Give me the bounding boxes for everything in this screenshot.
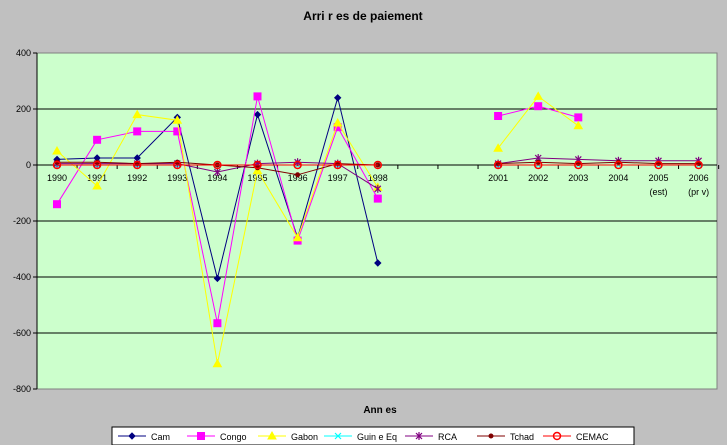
data-point — [132, 160, 142, 170]
legend-label: Gabon — [291, 432, 318, 442]
x-tick-label: 1990 — [47, 173, 67, 183]
data-point — [267, 430, 277, 440]
data-point — [213, 274, 222, 283]
data-point — [212, 358, 223, 368]
x-tick-label: 1996 — [288, 173, 308, 183]
y-tick-label: -200 — [13, 216, 31, 226]
legend-item: Tchad — [477, 432, 534, 442]
data-point — [494, 112, 503, 120]
data-point — [533, 160, 543, 170]
data-point — [173, 127, 182, 136]
data-point — [292, 232, 303, 242]
data-point — [52, 145, 62, 155]
data-point — [213, 168, 221, 176]
x-tick-label: 1991 — [87, 173, 107, 183]
legend-box — [111, 426, 635, 445]
data-point — [333, 94, 342, 102]
legend-item: CEMAC — [543, 431, 609, 442]
y-tick-label: -800 — [13, 384, 31, 394]
x-tick-label: 1998 — [368, 173, 388, 183]
y-tick-label: 200 — [16, 104, 31, 114]
x-tick-sublabel: (est) — [650, 187, 668, 197]
series-layer — [52, 91, 703, 368]
x-tick-label: 2003 — [568, 173, 588, 183]
data-point — [534, 102, 543, 111]
data-point — [253, 110, 262, 119]
legend-label: Guin e Eq — [357, 432, 397, 442]
data-point — [493, 160, 503, 170]
legend-label: Tchad — [510, 432, 534, 442]
data-point — [488, 433, 494, 439]
series-line — [498, 161, 699, 165]
y-axis-ticks: 400 200 0 -200 -400 -600 -800 — [13, 48, 38, 394]
data-point — [172, 115, 183, 124]
y-tick-label: 0 — [26, 160, 31, 170]
data-point — [293, 160, 302, 170]
legend-item: Guin e Eq — [324, 432, 397, 442]
data-point — [552, 431, 562, 441]
legend-label: CEMAC — [576, 432, 609, 442]
x-tick-label: 1997 — [328, 173, 348, 183]
data-point — [53, 200, 61, 209]
data-point — [415, 432, 423, 440]
legend-label: RCA — [438, 432, 457, 442]
y-tick-label: 400 — [16, 48, 31, 58]
x-tick-label: 1994 — [207, 173, 227, 183]
data-point — [373, 194, 382, 203]
data-point — [253, 92, 262, 101]
data-point — [573, 120, 584, 130]
data-point — [374, 184, 382, 193]
legend-item: RCA — [405, 432, 457, 442]
data-point — [133, 127, 142, 136]
data-point — [92, 160, 102, 170]
data-point — [213, 160, 222, 170]
series-line — [498, 157, 699, 165]
data-point — [213, 319, 222, 328]
data-point — [132, 109, 143, 119]
chart-title: Arri r es de paiement — [303, 9, 422, 23]
data-point — [52, 160, 62, 170]
x-tick-label: 1992 — [127, 173, 147, 183]
data-point — [173, 160, 182, 170]
data-point — [253, 160, 262, 170]
series-cemac — [52, 160, 703, 170]
data-point — [373, 160, 383, 170]
x-tick-label: 2006 — [689, 173, 709, 183]
data-point — [374, 259, 382, 267]
data-point — [614, 160, 623, 170]
data-point — [332, 117, 343, 127]
data-point — [493, 143, 503, 152]
data-point — [533, 91, 544, 100]
data-point — [333, 160, 342, 170]
data-point — [197, 432, 205, 440]
x-tick-label: 2004 — [608, 173, 628, 183]
x-tick-label: 2005 — [648, 173, 668, 183]
legend: Cam Congo Gabon Guin e Eq RCA Tchad CEMAC — [111, 426, 635, 445]
data-point — [574, 113, 583, 122]
x-tick-label: 2001 — [488, 173, 508, 183]
data-point — [93, 135, 102, 144]
legend-label: Cam — [151, 432, 170, 442]
x-tick-sublabel: (pr v) — [688, 187, 709, 197]
data-point — [92, 180, 102, 190]
legend-item: Cam — [118, 432, 170, 442]
data-point — [654, 160, 663, 170]
x-tick-label: 2002 — [528, 173, 548, 183]
data-point — [295, 172, 301, 178]
legend-item: Gabon — [258, 430, 318, 442]
data-point — [574, 160, 583, 170]
legend-label: Congo — [220, 432, 247, 442]
y-tick-label: -600 — [13, 328, 31, 338]
x-tick-label: 1993 — [167, 173, 187, 183]
legend-item: Congo — [187, 432, 247, 442]
y-tick-label: -400 — [13, 272, 31, 282]
x-tick-label: 1995 — [247, 173, 267, 183]
data-point — [334, 432, 342, 440]
x-axis-label: Ann es — [363, 405, 397, 416]
data-point — [694, 160, 703, 170]
data-point — [128, 432, 136, 440]
